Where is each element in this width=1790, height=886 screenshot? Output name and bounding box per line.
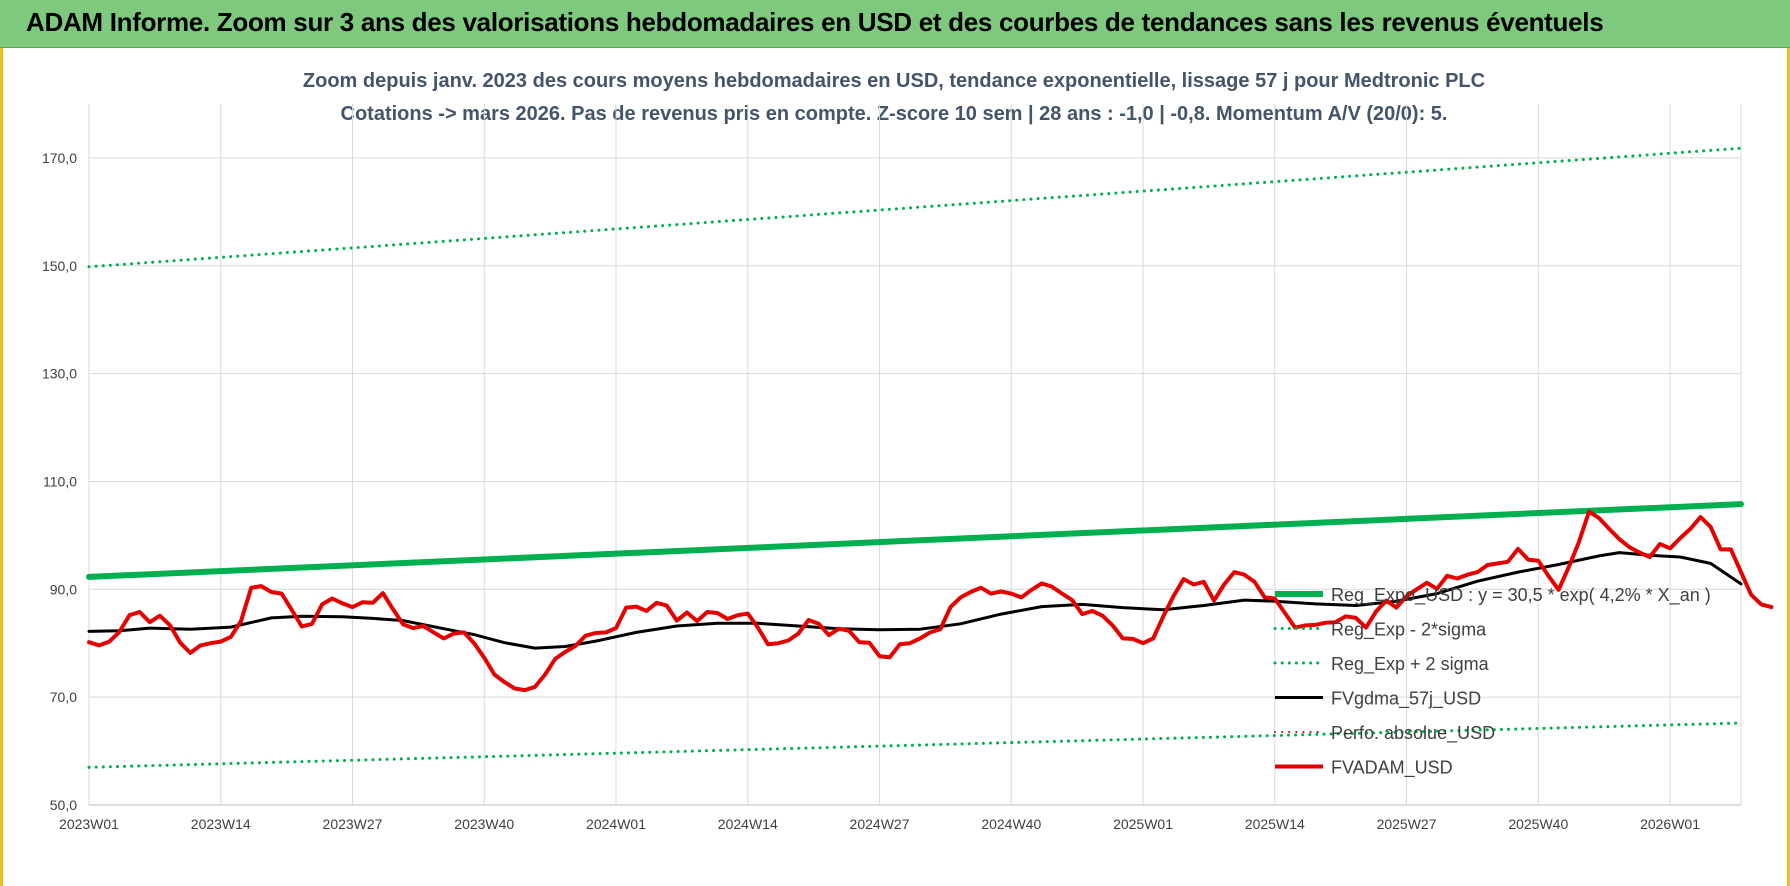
x-tick-label: 2023W27 — [323, 816, 383, 832]
chart-subtitle-line2: Cotations -> mars 2026. Pas de revenus p… — [341, 103, 1448, 125]
legend-label: Reg_Expo_USD : y = 30,5 * exp( 4,2% * X_… — [1331, 585, 1711, 606]
y-tick-label: 170,0 — [42, 150, 77, 166]
x-tick-label: 2024W01 — [586, 816, 646, 832]
x-tick-label: 2024W27 — [850, 816, 910, 832]
legend: Reg_Expo_USD : y = 30,5 * exp( 4,2% * X_… — [1273, 585, 1711, 779]
series-line — [87, 509, 1774, 693]
x-tick-label: 2023W14 — [191, 816, 251, 832]
x-tick-label: 2025W01 — [1113, 816, 1173, 832]
x-tick-label: 2026W01 — [1640, 816, 1700, 832]
x-tick-label: 2025W40 — [1508, 816, 1568, 832]
series-line — [86, 501, 1744, 580]
series-lines — [86, 146, 1774, 769]
x-tick-label: 2023W01 — [59, 816, 119, 832]
gridlines — [88, 104, 1742, 805]
legend-label: Reg_Exp - 2*sigma — [1331, 620, 1487, 641]
x-tick-label: 2024W14 — [718, 816, 778, 832]
report-title: ADAM Informe. Zoom sur 3 ans des valoris… — [26, 7, 1604, 37]
y-tick-label: 110,0 — [43, 473, 77, 489]
axes: 50,0 70,0 90,0 110,0 130,0 150,0 170,0 2023W01 2… — [42, 150, 1741, 832]
legend-label: Perfo. absolue_USD — [1331, 723, 1495, 744]
x-tick-label: 2025W14 — [1245, 816, 1305, 832]
x-tick-label: 2023W40 — [454, 816, 514, 832]
series-line — [87, 146, 1743, 269]
y-tick-label: 150,0 — [42, 258, 77, 274]
legend-label: Reg_Exp + 2 sigma — [1331, 654, 1490, 675]
chart-frame — [0, 48, 1790, 886]
series-line — [87, 551, 1743, 650]
y-tick-label: 90,0 — [50, 581, 77, 597]
series-line — [87, 721, 1743, 769]
report-banner: ADAM Informe. Zoom sur 3 ans des valoris… — [0, 0, 1790, 48]
x-tick-label: 2025W27 — [1377, 816, 1437, 832]
x-tick-label: 2024W40 — [981, 816, 1041, 832]
chart-subtitle-line1: Zoom depuis janv. 2023 des cours moyens … — [303, 70, 1485, 92]
legend-label: FVgdma_57j_USD — [1331, 689, 1481, 710]
line-chart: Zoom depuis janv. 2023 des cours moyens … — [42, 70, 1774, 832]
y-tick-label: 50,0 — [50, 797, 77, 813]
y-tick-label: 130,0 — [42, 366, 77, 382]
legend-label: FVADAM_USD — [1331, 758, 1453, 779]
y-tick-label: 70,0 — [50, 689, 77, 705]
